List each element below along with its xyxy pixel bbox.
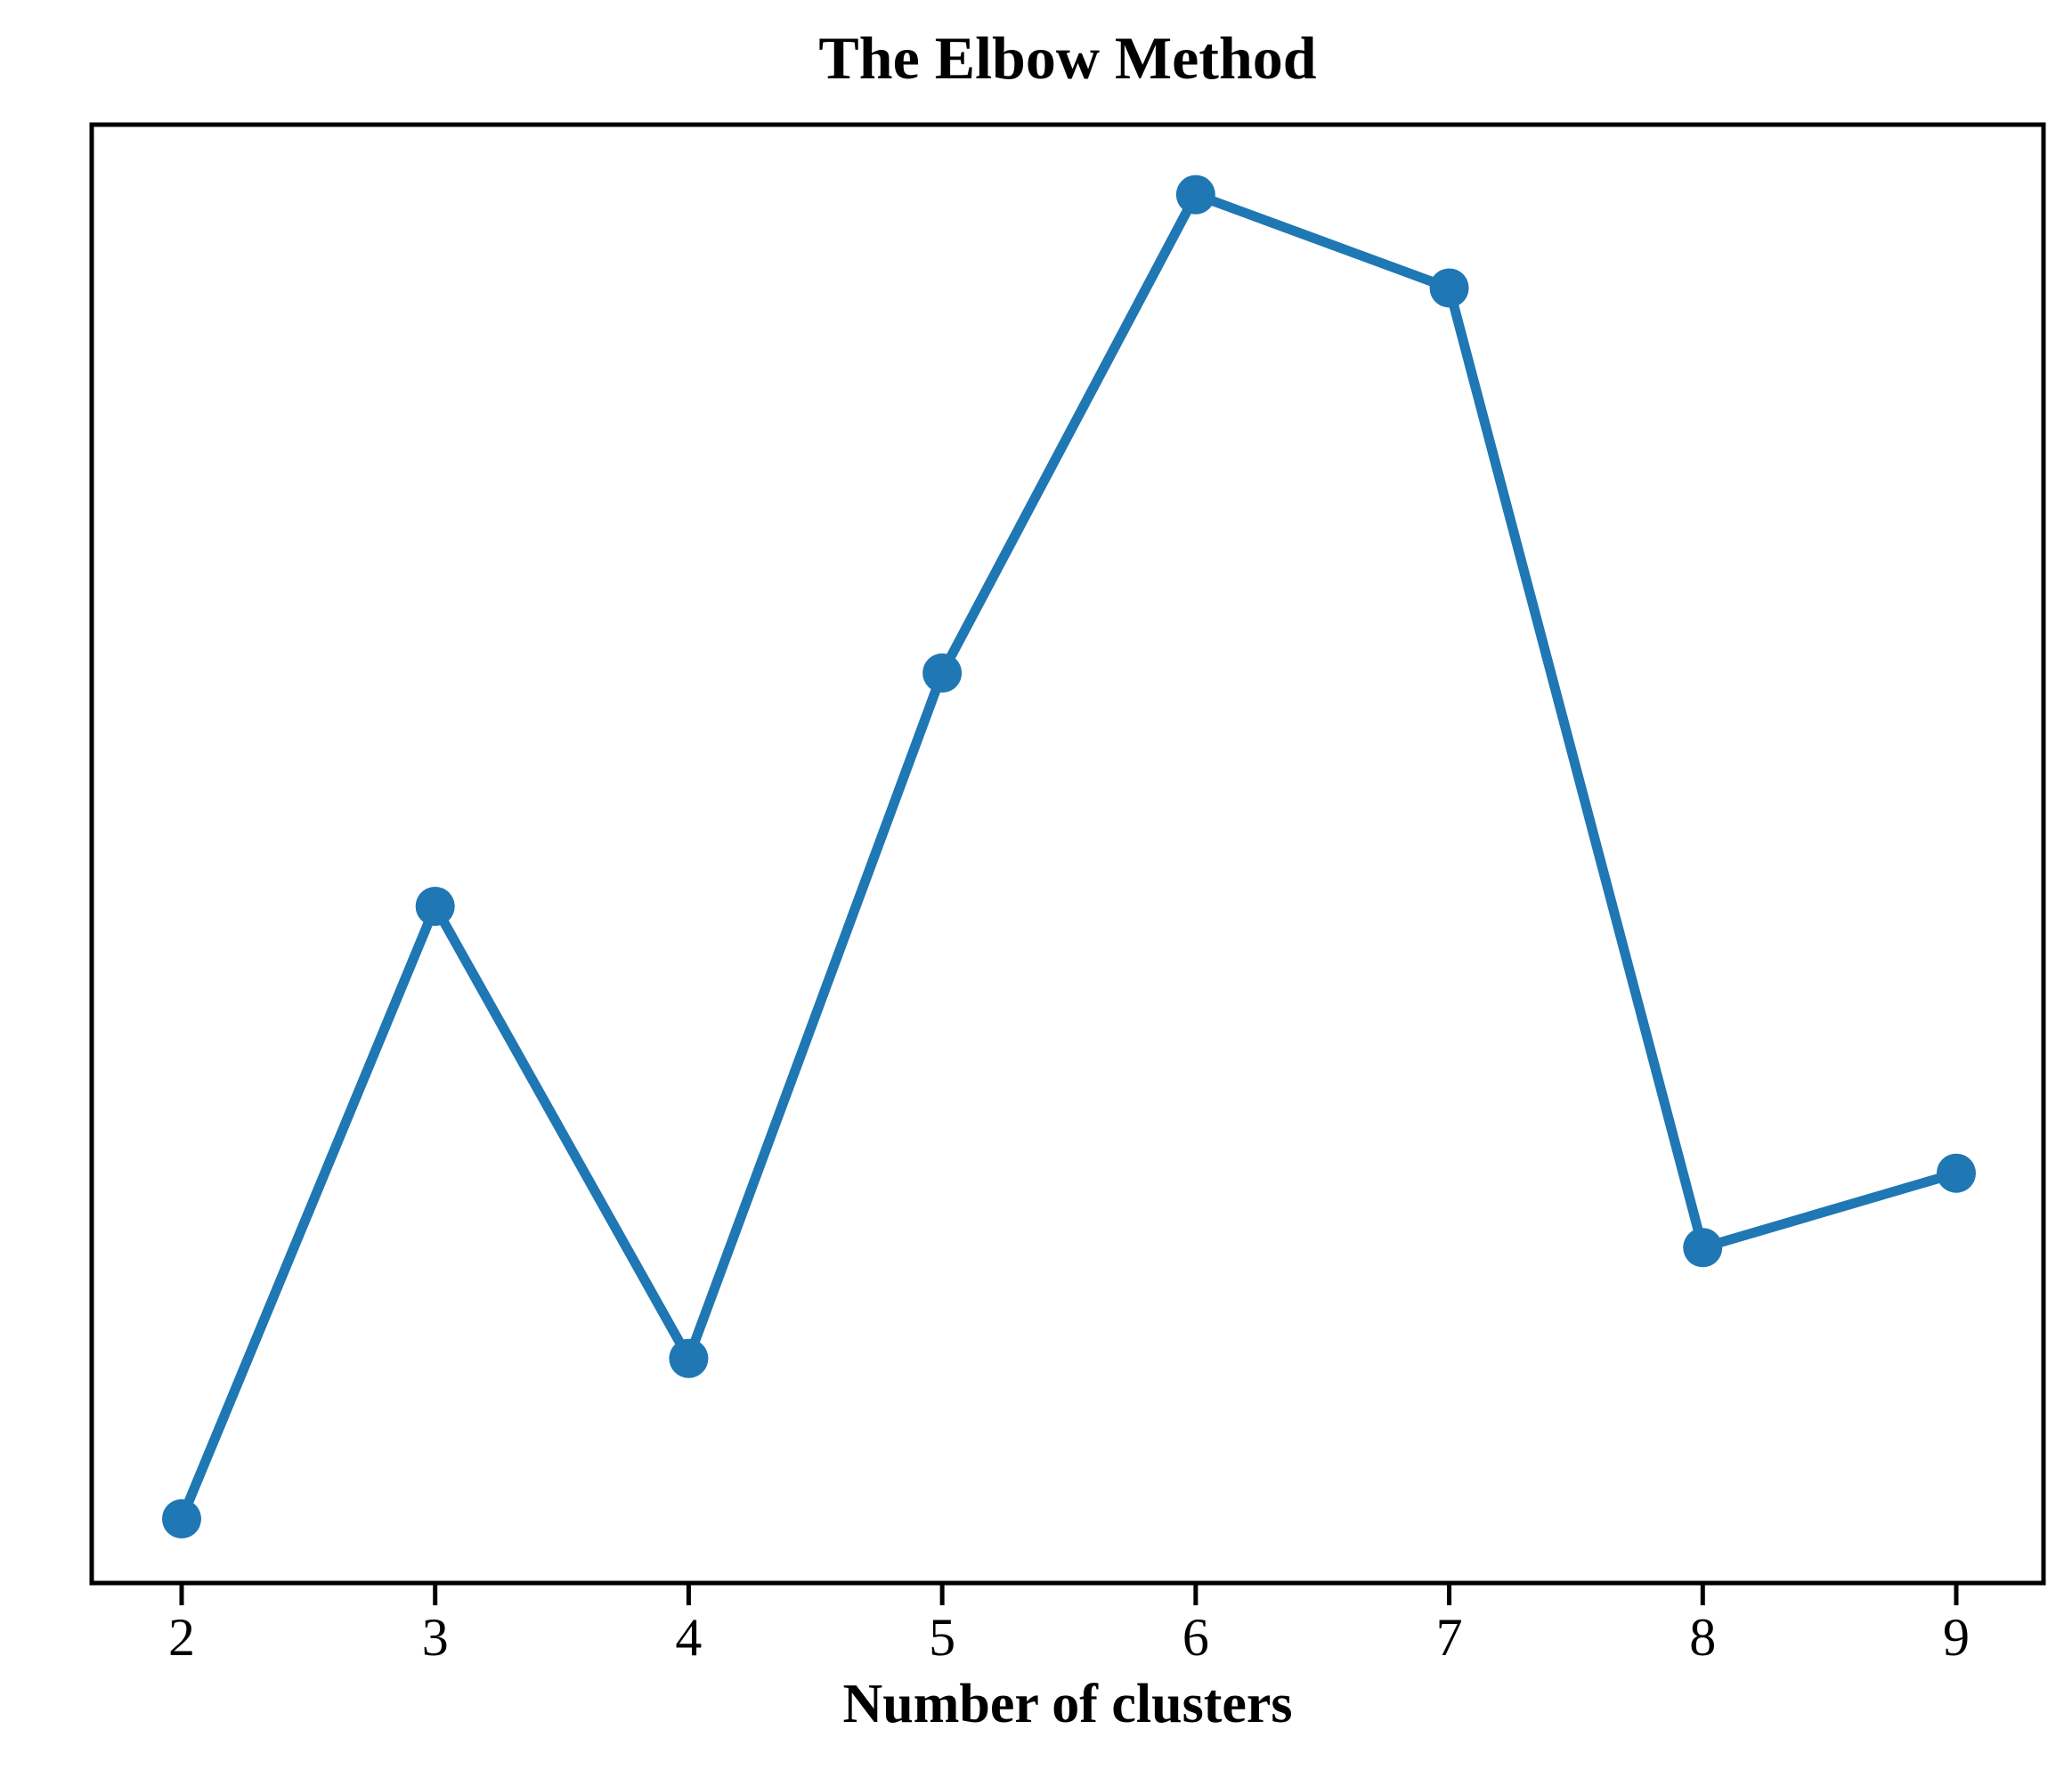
data-point-marker — [1175, 175, 1215, 215]
x-tick-label: 9 — [1943, 1608, 1970, 1667]
x-axis-label: Number of clusters — [842, 1674, 1293, 1734]
x-tick-label: 7 — [1435, 1608, 1463, 1667]
x-tick-label: 6 — [1182, 1608, 1209, 1667]
chart-title: The Elbow Method — [818, 24, 1317, 92]
data-point-marker — [922, 653, 963, 693]
data-point-marker — [1429, 268, 1469, 308]
data-point-marker — [1683, 1228, 1723, 1268]
axes-spines — [89, 122, 2046, 1586]
x-tick-label: 4 — [675, 1608, 703, 1667]
data-point-marker — [669, 1338, 709, 1378]
data-point-marker — [415, 886, 455, 926]
x-tick-label: 5 — [929, 1608, 956, 1667]
data-line — [176, 190, 1958, 1522]
data-point-marker — [162, 1498, 201, 1538]
data-point-marker — [1937, 1153, 1976, 1193]
x-tick-label: 8 — [1689, 1608, 1717, 1667]
x-tick-label: 3 — [421, 1608, 449, 1667]
x-tick-label: 2 — [168, 1608, 195, 1667]
